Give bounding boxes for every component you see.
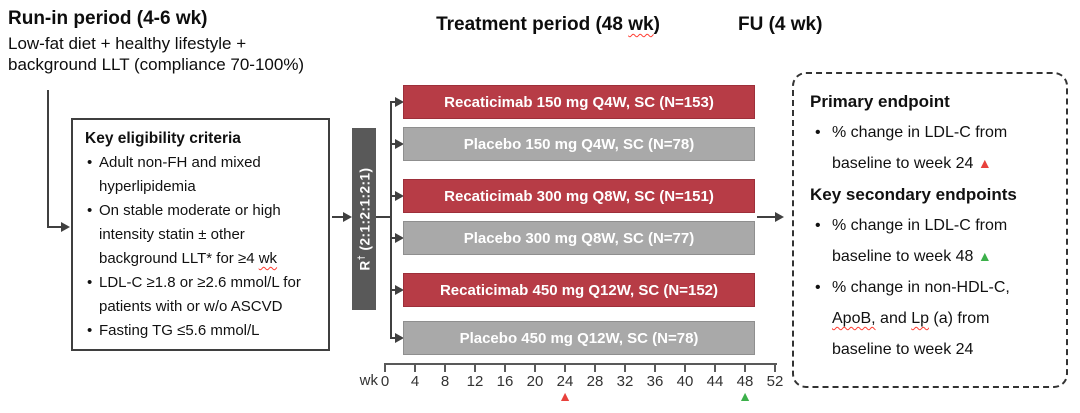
arm-bar-recaticimab-300: Recaticimab 300 mg Q8W, SC (N=151) [403,179,755,213]
run-in-subtitle-line2: background LLT (compliance 70-100%) [8,55,305,74]
branch-line-arm3 [391,195,397,197]
eligibility-bullet-statin: On stable moderate or high intensity sta… [85,199,320,271]
treatment-period-title: Treatment period (48 wk) [403,14,693,36]
randomization-ratio: (2:1:2:1:2:1) [357,167,373,255]
eligibility-bullet-ldl: LDL-C ≥1.8 or ≥2.6 mmol/L for patients w… [85,271,320,319]
arm-bar-recaticimab-150: Recaticimab 150 mg Q4W, SC (N=153) [403,85,755,119]
secondary-endpoint-green-triangle-icon: ▲ [977,248,992,264]
secondary-endpoints-title: Key secondary endpoints [810,185,1017,204]
treatment-title-wk: wk [628,14,654,35]
branch-line-arm4 [391,237,397,239]
branch-arrowhead-arm3-icon [395,191,404,201]
arms-to-endpoints-arrowhead-icon [775,212,784,222]
week-tick-36: 36 [638,363,672,390]
week48-triangle-icon: ▲ [738,388,752,404]
arm-bar-placebo-450: Placebo 450 mg Q12W, SC (N=78) [403,321,755,355]
branch-line-arm1 [391,101,397,103]
run-in-arrowhead-icon [61,222,70,232]
week-tick-40: 40 [668,363,702,390]
eligibility-bullet-tg: Fasting TG ≤5.6 mmol/L [85,319,320,343]
treatment-title-text: Treatment period (48 [436,14,629,35]
primary-endpoint-title: Primary endpoint [810,92,950,111]
week-tick-24: 24 [548,363,582,390]
week-axis-line [384,363,777,365]
week-tick-32: 32 [608,363,642,390]
randomization-bar: R† (2:1:2:1:2:1) [352,128,376,310]
secondary-endpoint-bullet-ldl48: % change in LDL-C from baseline to week … [810,210,1056,272]
branch-arrowhead-arm5-icon [395,285,404,295]
secondary-endpoint-b2-line3: baseline to week 24 [832,341,974,358]
secondary-endpoint-b1-line1: % change in LDL-C from [832,217,1008,234]
branch-arrowhead-arm2-icon [395,139,404,149]
run-in-period-title: Run-in period (4-6 wk) [8,8,208,29]
branch-vertical-line [390,101,392,339]
eligibility-bullet-statin-text: On stable moderate or high intensity sta… [99,202,281,267]
week-tick-44: 44 [698,363,732,390]
eligibility-title: Key eligibility criteria [85,130,241,147]
randomization-r: R [357,260,373,271]
arm-bar-placebo-300: Placebo 300 mg Q8W, SC (N=77) [403,221,755,255]
week24-triangle-icon: ▲ [558,388,572,404]
secondary-endpoint-b1-line2: baseline to week 48 ▲ [832,241,1056,272]
randomization-stub-line [376,216,392,218]
branch-line-arm2 [391,143,397,145]
branch-arrowhead-arm1-icon [395,97,404,107]
secondary-endpoint-bullet-nonhdl: % change in non-HDL-C, ApoB, and Lp (a) … [810,272,1056,365]
primary-endpoint-line2-text: baseline to week 24 [832,155,978,172]
week-tick-48: 48 [728,363,762,390]
secondary-endpoint-b1-line2-text: baseline to week 48 [832,248,978,265]
primary-endpoint-line2: baseline to week 24 ▲ [832,148,1056,179]
branch-line-arm5 [391,289,397,291]
branch-line-arm6 [391,337,397,339]
run-in-subtitle-line1: Low-fat diet + healthy lifestyle + [8,34,247,53]
follow-up-title: FU (4 wk) [738,14,823,35]
secondary-endpoint-lp-text: Lp [911,310,929,327]
arm-bar-placebo-150: Placebo 150 mg Q4W, SC (N=78) [403,127,755,161]
eligibility-to-randomization-line [332,216,345,218]
randomization-label: R† (2:1:2:1:2:1) [356,167,373,270]
week-tick-20: 20 [518,363,552,390]
run-in-connector-horizontal-line [47,226,63,228]
secondary-endpoint-apob-text: ApoB, [832,310,876,327]
treatment-title-paren: ) [653,14,660,35]
eligibility-bullet-statin-wk: wk [258,250,278,267]
eligibility-bullet-non-fh: Adult non-FH and mixed hyperlipidemia [85,151,320,199]
run-in-connector-vertical-line [47,90,49,228]
secondary-endpoint-and-text: and [875,310,912,327]
secondary-endpoint-lpa-text: (a) from [928,310,990,327]
week-tick-4: 4 [398,363,432,390]
week-tick-16: 16 [488,363,522,390]
secondary-endpoint-b2-line1: % change in non-HDL-C, [832,279,1010,296]
week-tick-12: 12 [458,363,492,390]
eligibility-to-randomization-arrowhead-icon [343,212,352,222]
week-tick-28: 28 [578,363,612,390]
run-in-subtitle: Low-fat diet + healthy lifestyle + backg… [8,33,304,75]
branch-arrowhead-arm4-icon [395,233,404,243]
endpoints-panel: Primary endpoint % change in LDL-C from … [792,72,1068,388]
week-tick-0: 0 [368,363,402,390]
primary-endpoint-bullet: % change in LDL-C from baseline to week … [810,117,1056,179]
secondary-endpoint-b2-line2: ApoB, and Lp (a) from [832,303,1056,334]
arms-to-endpoints-line [757,216,777,218]
week-tick-52: 52 [758,363,792,390]
branch-arrowhead-arm6-icon [395,333,404,343]
week-axis-unit-label: wk [359,372,378,389]
week-tick-8: 8 [428,363,462,390]
primary-endpoint-red-triangle-icon: ▲ [977,155,992,171]
eligibility-criteria-box: Key eligibility criteria Adult non-FH an… [71,118,330,351]
primary-endpoint-line1: % change in LDL-C from [832,124,1008,141]
randomization-dagger: † [355,254,366,261]
arm-bar-recaticimab-450: Recaticimab 450 mg Q12W, SC (N=152) [403,273,755,307]
